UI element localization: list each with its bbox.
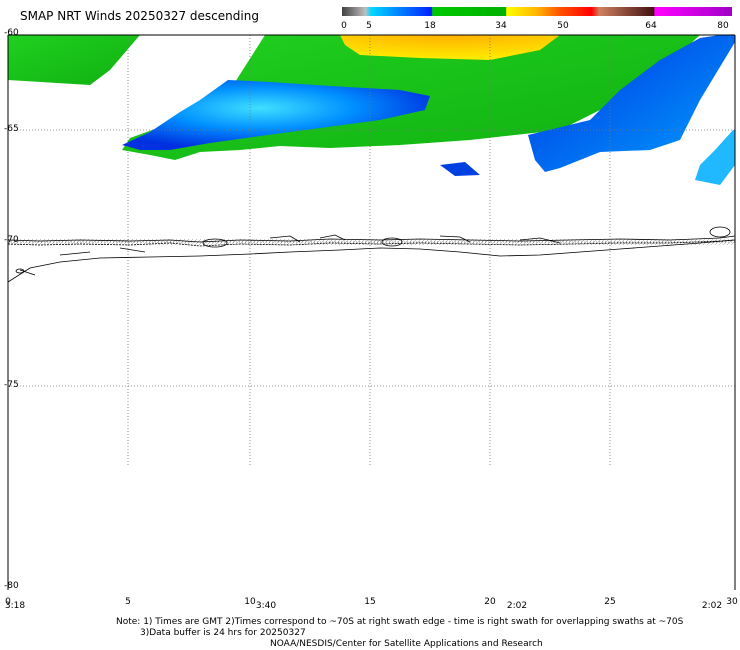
note-line-2: 3)Data buffer is 24 hrs for 20250327	[140, 628, 306, 638]
note-line-3: NOAA/NESDIS/Center for Satellite Applica…	[270, 639, 543, 649]
pass-time-3: 2:02	[506, 601, 528, 611]
colorbar-tick-64: 64	[645, 21, 657, 31]
lon-label-20: 20	[484, 597, 496, 607]
pass-time-2: 3:40	[255, 601, 277, 611]
colorbar-tick-50: 50	[557, 21, 569, 31]
lon-label-15: 15	[364, 597, 376, 607]
pass-time-4: 2:02	[701, 601, 723, 611]
lon-label-25: 25	[604, 597, 616, 607]
colorbar-tick-80: 80	[717, 21, 729, 31]
ice-shelf-hatch	[8, 239, 735, 245]
lon-label-10: 10	[244, 597, 256, 607]
pass-time-1: 3:18	[4, 601, 26, 611]
lat-label-65: -65	[4, 124, 19, 134]
lat-label-60: -60	[4, 28, 19, 38]
wind-speed-colorbar	[342, 7, 732, 16]
lon-label-0: 0	[5, 597, 11, 607]
colorbar-tick-5: 5	[366, 21, 372, 31]
map-title: SMAP NRT Winds 20250327 descending	[20, 9, 259, 23]
colorbar-tick-0: 0	[341, 21, 347, 31]
map-frame	[7, 34, 736, 590]
note-line-1: Note: 1) Times are GMT 2)Times correspon…	[116, 617, 684, 627]
coastline	[7, 226, 736, 283]
lat-label-80: -80	[4, 581, 19, 591]
lon-label-30: 30	[726, 597, 738, 607]
colorbar-tick-34: 34	[495, 21, 507, 31]
lat-label-70: -70	[4, 235, 19, 245]
lon-label-5: 5	[125, 597, 131, 607]
colorbar-tick-18: 18	[424, 21, 436, 31]
lat-label-75: -75	[4, 380, 19, 390]
wind-swaths	[8, 35, 735, 185]
